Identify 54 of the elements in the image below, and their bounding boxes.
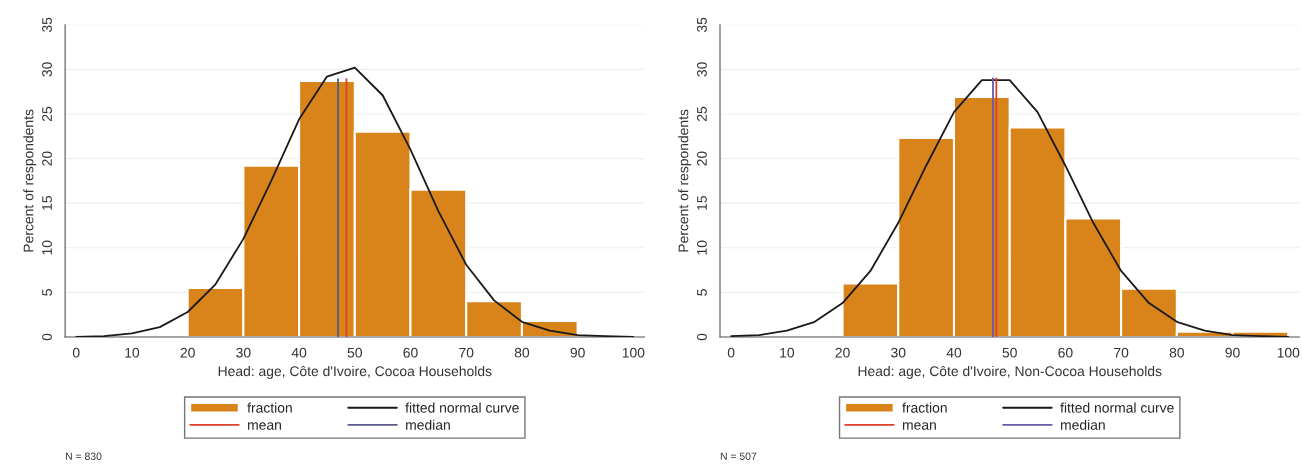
- x-tick-label: 50: [347, 347, 362, 358]
- y-tick-label: 15: [42, 196, 52, 210]
- line-series: [730, 79, 1290, 337]
- y-axis-title: Percent of respondents: [23, 109, 37, 252]
- y-tick-label: 35: [697, 17, 707, 32]
- y-tick-label: 5: [697, 289, 707, 296]
- x-axis-title: Head: age, Côte d'Ivoire, Cocoa Households: [218, 365, 492, 379]
- legend-label: fraction: [247, 402, 292, 413]
- y-tick-label: 10: [42, 240, 52, 255]
- y-tick-label: 25: [697, 106, 707, 122]
- x-tick-label: 90: [1225, 347, 1240, 358]
- x-tick-label: 0: [727, 347, 735, 358]
- y-tick-label: 15: [697, 196, 707, 210]
- y-tick-label: 20: [697, 151, 707, 166]
- x-tick-label: 10: [125, 347, 140, 358]
- y-tick-label: 0: [42, 333, 52, 341]
- x-tick-label: 0: [72, 347, 80, 358]
- y-axis-title: Percent of respondents: [678, 109, 692, 252]
- legend-label: fraction: [902, 402, 947, 413]
- x-tick-label: 100: [622, 347, 645, 358]
- x-tick-label: 50: [1002, 347, 1017, 358]
- y-tick-label: 25: [42, 106, 52, 122]
- x-axis-title: Head: age, Côte d'Ivoire, Non-Cocoa Households: [858, 365, 1162, 379]
- x-tick-label: 30: [891, 347, 906, 358]
- x-tick-label: 20: [835, 347, 850, 358]
- y-tick-label: 5: [42, 289, 52, 296]
- y-tick-label: 30: [42, 62, 52, 77]
- legend-label: fitted normal curve: [405, 402, 519, 413]
- x-tick-label: 100: [1277, 347, 1300, 358]
- legend-label: mean: [902, 422, 936, 430]
- y-tick-label: 35: [42, 17, 52, 32]
- x-tick-label: 80: [514, 347, 530, 358]
- text: N = 830: [65, 452, 102, 460]
- x-tick-label: 40: [291, 347, 307, 358]
- x-tick-label: 80: [1169, 347, 1185, 358]
- x-tick-label: 20: [180, 347, 195, 358]
- x-tick-label: 70: [459, 347, 474, 358]
- legend-label: median: [406, 419, 450, 430]
- y-tick-label: 10: [697, 240, 707, 255]
- text: N = 507: [720, 452, 757, 460]
- x-tick-label: 60: [1058, 347, 1073, 358]
- x-tick-label: 30: [236, 347, 251, 358]
- y-tick-label: 20: [42, 151, 52, 166]
- legend-label: mean: [248, 422, 281, 430]
- x-tick-label: 10: [780, 347, 795, 358]
- x-tick-label: 60: [403, 347, 418, 358]
- legend-label: fitted normal curve: [1060, 402, 1174, 413]
- legend-label: median: [1061, 419, 1105, 430]
- line-series: [75, 66, 635, 337]
- y-tick-label: 30: [697, 62, 707, 77]
- x-tick-label: 90: [570, 347, 585, 358]
- x-tick-label: 70: [1114, 347, 1129, 358]
- y-tick-label: 0: [697, 333, 707, 341]
- x-tick-label: 40: [946, 347, 962, 358]
